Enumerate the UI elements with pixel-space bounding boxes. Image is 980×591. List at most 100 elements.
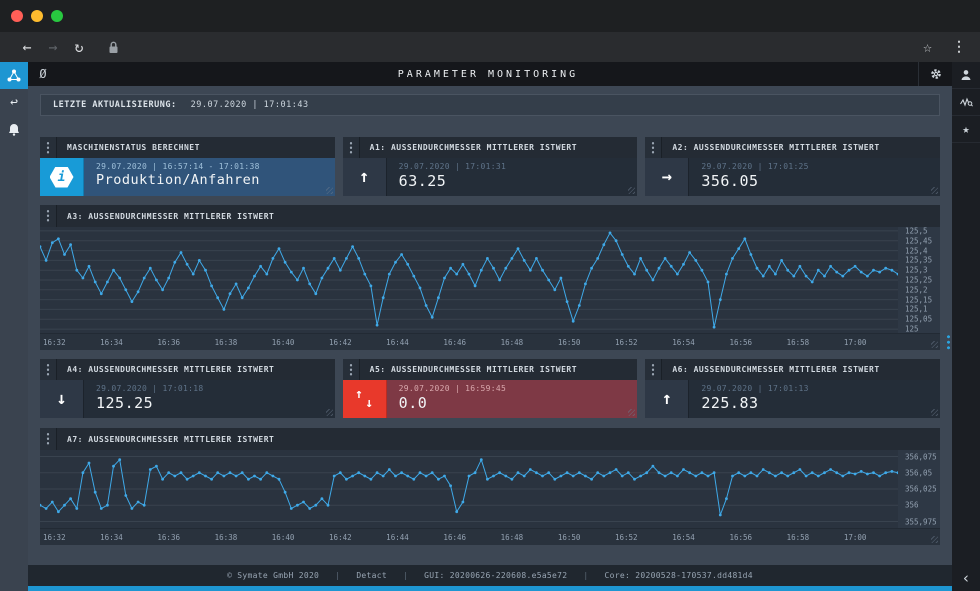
card-value: 356.05 — [701, 172, 808, 190]
bottom-accent-bar — [28, 586, 952, 591]
card-row-1: MASCHINENSTATUS BERECHNET i 29.07.2020 |… — [40, 137, 940, 196]
chart-plot-a3[interactable] — [40, 227, 898, 333]
card-title: MASCHINENSTATUS BERECHNET — [67, 143, 200, 152]
card-a4: A4: AUSSENDURCHMESSER MITTLERER ISTWERT … — [40, 359, 335, 418]
card-timestamp: 29.07.2020 | 16:57:14 - 17:01:38 — [96, 162, 260, 171]
app-window: ← → ↻ ☆ ⋮ ↩ — [0, 0, 980, 591]
card-value: 225.83 — [701, 394, 808, 412]
back-icon[interactable]: ← — [14, 38, 40, 56]
browser-toolbar: ← → ↻ ☆ ⋮ — [0, 32, 980, 62]
footer-gui-version: GUI: 20200626-220608.e5a5e72 — [424, 571, 567, 580]
sidebar-item-monitoring[interactable] — [0, 62, 28, 89]
lock-icon — [108, 41, 119, 54]
info-icon: i — [50, 167, 74, 188]
curve-search-icon — [960, 97, 973, 107]
arrow-up-icon: ↑ — [662, 389, 672, 409]
reload-icon[interactable]: ↻ — [66, 38, 92, 56]
card-title: A2: AUSSENDURCHMESSER MITTLERER ISTWERT — [672, 143, 879, 152]
collapse-sidebar-button[interactable]: ‹ — [952, 564, 980, 591]
card-timestamp: 29.07.2020 | 17:01:31 — [399, 162, 506, 171]
drag-handle[interactable] — [343, 359, 360, 380]
drag-handle[interactable] — [645, 137, 662, 158]
main-area: Ø PARAMETER MONITORING LETZTE AKTUALISIE… — [28, 62, 952, 591]
forward-icon[interactable]: → — [40, 38, 66, 56]
left-sidebar: ↩ — [0, 62, 28, 591]
drag-handle[interactable] — [40, 359, 57, 380]
app-header: Ø PARAMETER MONITORING — [28, 62, 952, 86]
star-icon: ★ — [962, 122, 969, 136]
panel-resize-handle[interactable] — [946, 334, 951, 350]
last-update-label: LETZTE AKTUALISIERUNG: — [53, 100, 177, 110]
drag-handle[interactable] — [40, 137, 57, 158]
card-a5: A5: AUSSENDURCHMESSER MITTLERER ISTWERT … — [343, 359, 638, 418]
card-title: A5: AUSSENDURCHMESSER MITTLERER ISTWERT — [370, 365, 577, 374]
settings-button[interactable] — [918, 62, 952, 86]
drag-dots-icon — [651, 363, 655, 377]
reply-arrow-icon: ↩ — [10, 95, 18, 110]
bookmark-star-icon[interactable]: ☆ — [923, 38, 932, 56]
sidebar-item-curve-search[interactable] — [952, 89, 980, 116]
chart-panel-a3: A3: AUSSENDURCHMESSER MITTLERER ISTWERT … — [40, 205, 940, 350]
chart-y-axis-a7: 356,075356,05356,025356355,975 — [898, 450, 940, 528]
sidebar-item-user[interactable] — [952, 62, 980, 89]
drag-dots-icon — [46, 141, 50, 155]
card-title: A1: AUSSENDURCHMESSER MITTLERER ISTWERT — [370, 143, 577, 152]
card-timestamp: 29.07.2020 | 17:01:13 — [701, 384, 808, 393]
dashboard-content: LETZTE AKTUALISIERUNG: 29.07.2020 | 17:0… — [28, 86, 952, 565]
card-a2: A2: AUSSENDURCHMESSER MITTLERER ISTWERT … — [645, 137, 940, 196]
card-title: A4: AUSSENDURCHMESSER MITTLERER ISTWERT — [67, 365, 274, 374]
card-row-2: A4: AUSSENDURCHMESSER MITTLERER ISTWERT … — [40, 359, 940, 418]
footer: © Symate GmbH 2020 | Detact | GUI: 20200… — [28, 565, 952, 586]
sidebar-item-back[interactable]: ↩ — [0, 89, 28, 116]
gear-icon — [930, 68, 942, 80]
network-icon — [7, 69, 21, 82]
chart-plot-a7[interactable] — [40, 450, 898, 528]
drag-dots-icon — [651, 141, 655, 155]
card-value: 0.0 — [399, 394, 506, 412]
drag-dots-icon — [46, 209, 50, 223]
card-timestamp: 29.07.2020 | 16:59:45 — [399, 384, 506, 393]
status-icon-cell: i — [40, 158, 84, 196]
sidebar-item-favorites[interactable]: ★ — [952, 116, 980, 143]
window-titlebar — [0, 0, 980, 32]
card-value: 125.25 — [96, 394, 203, 412]
card-machine-status: MASCHINENSTATUS BERECHNET i 29.07.2020 |… — [40, 137, 335, 196]
browser-menu-icon[interactable]: ⋮ — [952, 39, 966, 55]
zoom-window-button[interactable] — [51, 10, 63, 22]
arrows-up-down-icon: ↑↓ — [354, 389, 374, 409]
close-window-button[interactable] — [11, 10, 23, 22]
drag-dots-icon — [46, 432, 50, 446]
bell-icon — [8, 123, 20, 136]
person-icon — [960, 69, 972, 81]
chart-x-axis-a3: 16:3216:3416:3616:3816:4016:4216:4416:46… — [40, 333, 940, 350]
drag-handle[interactable] — [645, 359, 662, 380]
drag-dots-icon — [349, 363, 353, 377]
drag-dots-icon — [46, 363, 50, 377]
chevron-left-icon: ‹ — [961, 569, 970, 587]
minimize-window-button[interactable] — [31, 10, 43, 22]
clear-filter-icon[interactable]: Ø — [28, 67, 58, 81]
footer-product: Detact — [356, 571, 387, 580]
last-update-value: 29.07.2020 | 17:01:43 — [191, 100, 309, 110]
arrow-right-icon: → — [662, 167, 672, 187]
chart-x-axis-a7: 16:3216:3416:3616:3816:4016:4216:4416:46… — [40, 528, 940, 545]
page-title: PARAMETER MONITORING — [58, 69, 918, 80]
card-value: 63.25 — [399, 172, 506, 190]
footer-copyright: © Symate GmbH 2020 — [227, 571, 319, 580]
footer-core-version: Core: 20200528-170537.dd481d4 — [605, 571, 753, 580]
card-a1: A1: AUSSENDURCHMESSER MITTLERER ISTWERT … — [343, 137, 638, 196]
arrow-down-icon: ↓ — [56, 389, 66, 409]
arrow-up-icon: ↑ — [359, 167, 369, 187]
chart-panel-a7: A7: AUSSENDURCHMESSER MITTLERER ISTWERT … — [40, 428, 940, 545]
drag-handle[interactable] — [40, 205, 57, 227]
chart-y-axis-a3: 125,5125,45125,4125,35125,3125,25125,212… — [898, 227, 940, 333]
card-timestamp: 29.07.2020 | 17:01:18 — [96, 384, 203, 393]
right-sidebar: ★ ‹ — [952, 62, 980, 591]
last-update-bar: LETZTE AKTUALISIERUNG: 29.07.2020 | 17:0… — [40, 94, 940, 116]
card-timestamp: 29.07.2020 | 17:01:25 — [701, 162, 808, 171]
drag-handle[interactable] — [343, 137, 360, 158]
drag-dots-icon — [349, 141, 353, 155]
drag-handle[interactable] — [40, 428, 57, 450]
sidebar-item-notifications[interactable] — [0, 116, 28, 143]
card-title: A6: AUSSENDURCHMESSER MITTLERER ISTWERT — [672, 365, 879, 374]
